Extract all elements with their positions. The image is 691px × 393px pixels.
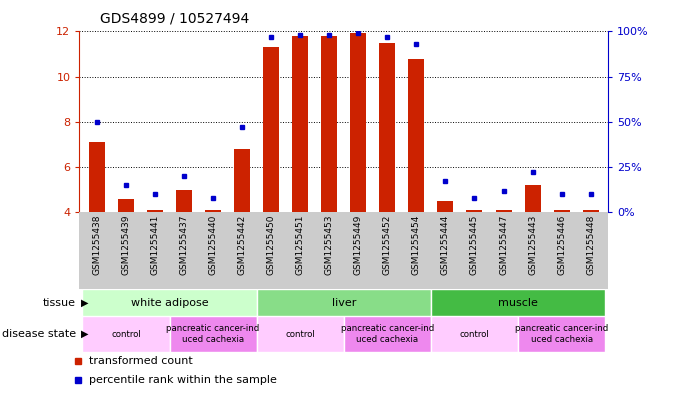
Text: GSM1255441: GSM1255441 (151, 215, 160, 275)
Text: GDS4899 / 10527494: GDS4899 / 10527494 (100, 12, 249, 26)
Text: pancreatic cancer-ind
uced cachexia: pancreatic cancer-ind uced cachexia (341, 324, 434, 344)
Text: disease state: disease state (2, 329, 76, 339)
Text: GSM1255439: GSM1255439 (122, 215, 131, 275)
Bar (234, 149, 250, 212)
Text: ▶: ▶ (81, 329, 88, 339)
Bar (408, 59, 424, 212)
Text: GSM1255437: GSM1255437 (180, 215, 189, 275)
Bar (205, 210, 221, 212)
Bar (82, 316, 169, 352)
Bar (495, 210, 511, 212)
Text: GSM1255454: GSM1255454 (412, 215, 421, 275)
Text: control: control (460, 330, 489, 338)
Text: GSM1255451: GSM1255451 (296, 215, 305, 275)
Bar (82, 289, 256, 316)
Text: pancreatic cancer-ind
uced cachexia: pancreatic cancer-ind uced cachexia (167, 324, 260, 344)
Bar (350, 33, 366, 212)
Bar (343, 316, 431, 352)
Text: transformed count: transformed count (88, 356, 192, 366)
Text: GSM1255450: GSM1255450 (267, 215, 276, 275)
Text: pancreatic cancer-ind
uced cachexia: pancreatic cancer-ind uced cachexia (515, 324, 608, 344)
Bar (524, 185, 540, 212)
Bar (437, 201, 453, 212)
Bar (118, 199, 134, 212)
Text: GSM1255445: GSM1255445 (470, 215, 479, 275)
Text: muscle: muscle (498, 298, 538, 308)
Bar (256, 289, 431, 316)
Bar (89, 142, 105, 212)
Text: GSM1255448: GSM1255448 (586, 215, 595, 275)
Text: liver: liver (332, 298, 356, 308)
Text: GSM1255452: GSM1255452 (383, 215, 392, 275)
Bar (583, 210, 598, 212)
Text: ▶: ▶ (81, 298, 88, 308)
Text: GSM1255444: GSM1255444 (441, 215, 450, 275)
Text: GSM1255453: GSM1255453 (325, 215, 334, 275)
Text: GSM1255440: GSM1255440 (209, 215, 218, 275)
Bar (292, 36, 308, 212)
Bar (263, 47, 279, 212)
Text: GSM1255449: GSM1255449 (354, 215, 363, 275)
Bar (176, 189, 192, 212)
Text: control: control (111, 330, 141, 338)
Bar (379, 43, 395, 212)
Bar (147, 210, 163, 212)
Text: control: control (285, 330, 315, 338)
Text: GSM1255442: GSM1255442 (238, 215, 247, 275)
Text: GSM1255447: GSM1255447 (499, 215, 508, 275)
Bar (553, 210, 569, 212)
Text: GSM1255438: GSM1255438 (93, 215, 102, 275)
Text: percentile rank within the sample: percentile rank within the sample (88, 375, 276, 385)
Bar (431, 289, 605, 316)
Text: tissue: tissue (43, 298, 76, 308)
Text: GSM1255443: GSM1255443 (528, 215, 537, 275)
Text: white adipose: white adipose (131, 298, 208, 308)
Bar (256, 316, 343, 352)
Bar (321, 36, 337, 212)
Bar (466, 210, 482, 212)
Bar (431, 316, 518, 352)
Bar (518, 316, 605, 352)
Bar (169, 316, 256, 352)
Text: GSM1255446: GSM1255446 (557, 215, 566, 275)
